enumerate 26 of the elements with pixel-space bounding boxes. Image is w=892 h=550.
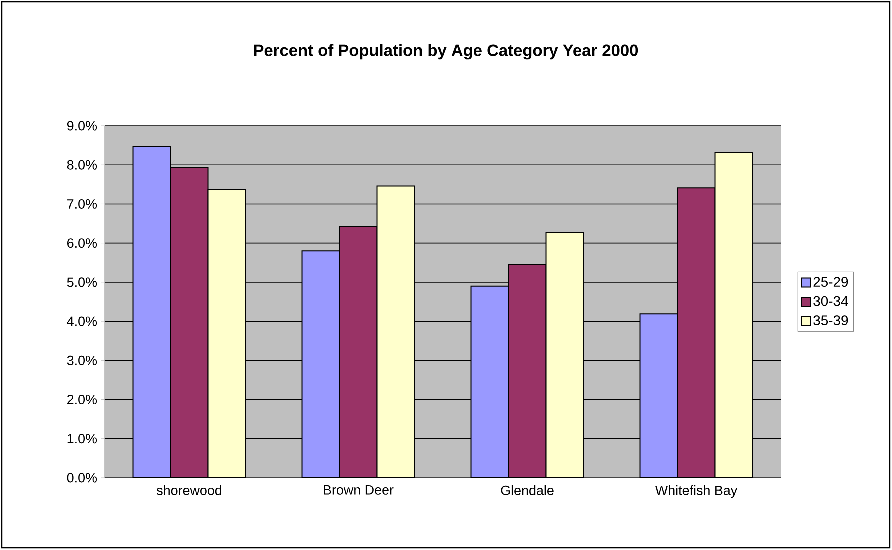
y-tick-label: 5.0%	[67, 278, 98, 288]
x-tick-label: Whitefish Bay	[655, 486, 738, 498]
y-tick-label: 7.0%	[68, 199, 98, 209]
y-tick-label: 1.0%	[68, 434, 98, 444]
legend-label: 25-29	[814, 277, 848, 288]
bar	[714, 152, 754, 478]
bar	[302, 250, 340, 478]
y-tick-label: 2.0%	[68, 395, 98, 405]
x-tick-label: Glendale	[501, 486, 554, 496]
x-tick-label: Brown Deer	[324, 486, 394, 495]
y-tick-label: 6.0%	[68, 238, 98, 248]
bar	[208, 189, 246, 478]
y-tick-label: 4.0%	[67, 316, 98, 326]
y-tick-label: 8.0%	[67, 160, 98, 170]
legend-label: 30-34	[814, 296, 848, 306]
x-tick-label: shorewood	[156, 486, 222, 496]
legend-label: 35-39	[814, 316, 848, 326]
bar	[132, 146, 172, 478]
bar	[376, 186, 416, 478]
bar	[470, 286, 510, 478]
y-tick-label: 9.0%	[67, 121, 98, 131]
bar	[640, 314, 678, 478]
chart-title: Percent of Population by Age Category Year 2000	[254, 44, 638, 60]
bar	[546, 232, 584, 478]
y-tick-label: 0.0%	[67, 473, 98, 483]
y-tick-label: 3.0%	[67, 356, 98, 366]
